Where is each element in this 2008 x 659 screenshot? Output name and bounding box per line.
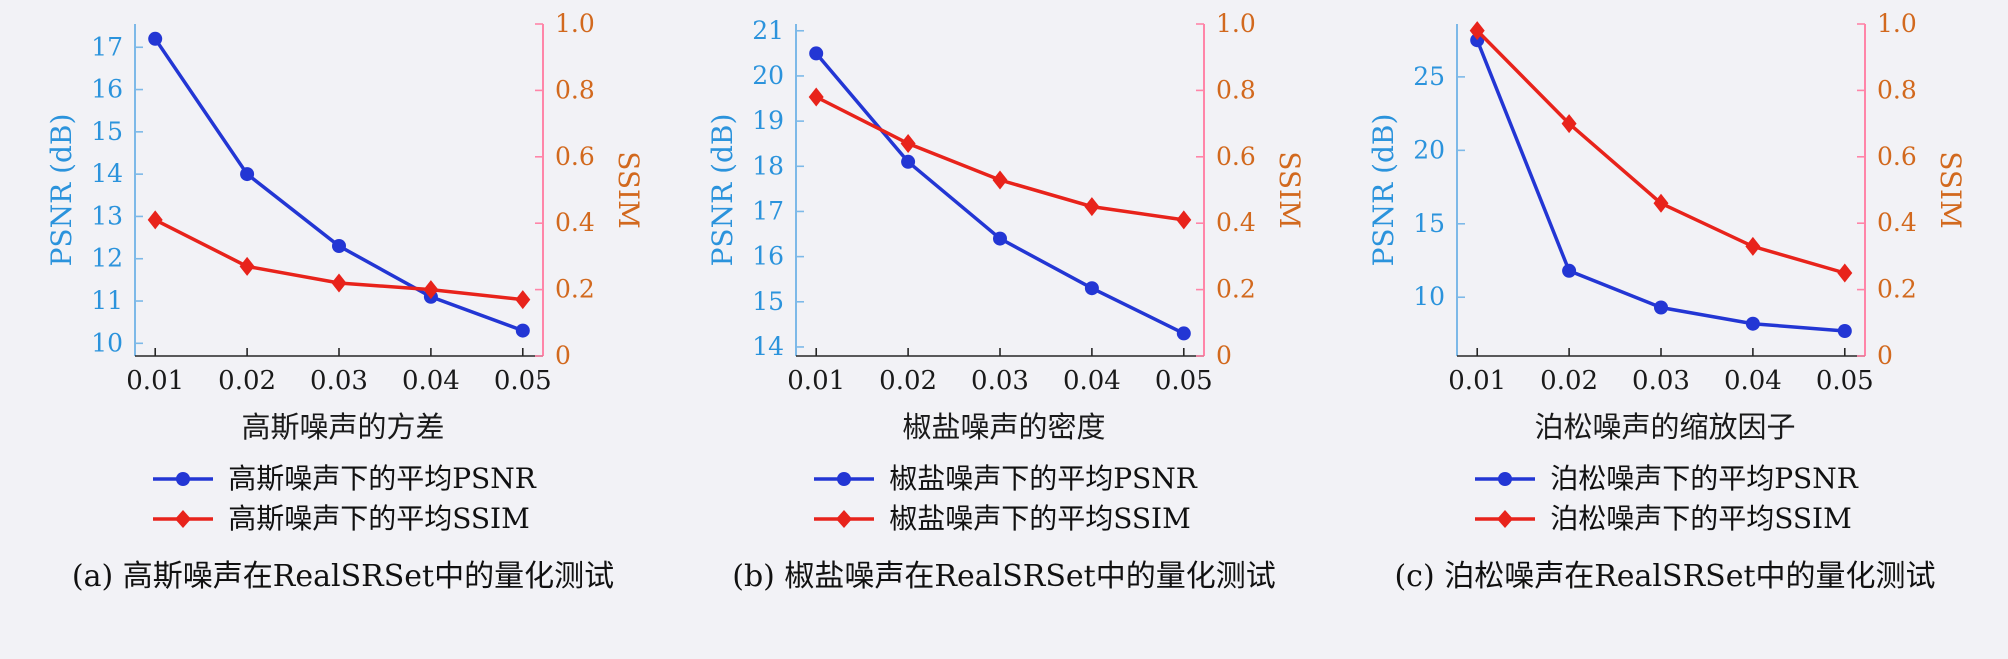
svg-text:0.02: 0.02 <box>218 366 276 396</box>
legend-item-ssim: 泊松噪声下的平均SSIM <box>1472 501 1852 535</box>
svg-text:0.8: 0.8 <box>1877 75 1917 104</box>
legend-label-ssim: 泊松噪声下的平均SSIM <box>1550 501 1852 535</box>
svg-text:0: 0 <box>1216 341 1232 370</box>
svg-text:0.03: 0.03 <box>1632 366 1690 396</box>
legend-label-ssim: 高斯噪声下的平均SSIM <box>228 501 530 535</box>
svg-text:10: 10 <box>91 328 123 357</box>
svg-text:0.6: 0.6 <box>1877 142 1917 171</box>
legend-label-psnr: 高斯噪声下的平均PSNR <box>228 462 536 495</box>
ssim-line-marker-icon <box>1475 510 1536 529</box>
svg-text:1.0: 1.0 <box>555 9 595 38</box>
svg-text:17: 17 <box>752 196 784 225</box>
svg-text:0.02: 0.02 <box>1540 366 1598 396</box>
ssim-line-marker-icon <box>153 510 214 529</box>
svg-text:18: 18 <box>752 151 784 180</box>
x-axis-label: 高斯噪声的方差 <box>241 410 445 444</box>
svg-text:17: 17 <box>91 32 123 61</box>
svg-text:0.01: 0.01 <box>1448 366 1506 396</box>
svg-text:0.2: 0.2 <box>1877 275 1917 304</box>
x-axis-label: 椒盐噪声的密度 <box>902 410 1106 444</box>
svg-text:PSNR (dB): PSNR (dB) <box>1367 114 1400 267</box>
svg-text:0.01: 0.01 <box>126 366 184 396</box>
svg-text:12: 12 <box>91 244 123 273</box>
legend-item-ssim: 椒盐噪声下的平均SSIM <box>811 501 1191 535</box>
svg-text:0.4: 0.4 <box>1216 208 1256 237</box>
legend: 椒盐噪声下的平均PSNR 椒盐噪声下的平均SSIM <box>811 462 1197 535</box>
svg-text:SSIM: SSIM <box>1273 151 1304 229</box>
svg-text:0.2: 0.2 <box>1216 275 1256 304</box>
svg-text:0.02: 0.02 <box>879 366 937 396</box>
ssim-line-marker-icon <box>814 510 875 529</box>
subfigure-caption: (a) 高斯噪声在RealSRSet中的量化测试 <box>71 558 615 594</box>
legend-label-ssim: 椒盐噪声下的平均SSIM <box>889 501 1191 535</box>
x-axis-label: 泊松噪声的缩放因子 <box>1534 410 1796 444</box>
svg-text:21: 21 <box>752 16 784 45</box>
legend-label-psnr: 椒盐噪声下的平均PSNR <box>889 462 1197 495</box>
svg-text:0.6: 0.6 <box>555 142 595 171</box>
psnr-line-marker-icon <box>814 472 875 487</box>
panel-poisson: 10 15 20 25 0 0.2 0.4 0.6 0.8 1.0 0.01 0.02 0.03 0.04… <box>1340 8 1990 595</box>
legend-item-psnr: 泊松噪声下的平均PSNR <box>1472 462 1858 495</box>
legend: 泊松噪声下的平均PSNR 泊松噪声下的平均SSIM <box>1472 462 1858 535</box>
svg-text:20: 20 <box>752 61 784 90</box>
svg-text:SSIM: SSIM <box>1934 151 1965 229</box>
svg-text:11: 11 <box>91 286 123 315</box>
legend: 高斯噪声下的平均PSNR 高斯噪声下的平均SSIM <box>150 462 536 535</box>
svg-text:20: 20 <box>1413 135 1445 164</box>
svg-text:0.4: 0.4 <box>1877 208 1917 237</box>
figure-row: 10 11 12 13 14 15 16 17 0 0.2 0.4 0.6 0.8 1.0 0.01 0.02… <box>18 8 1990 595</box>
panel-salt-pepper: 14 15 16 17 18 19 20 21 0 0.2 0.4 0.6 0.8 1.0 0.01 0.02… <box>679 8 1329 595</box>
svg-text:0.03: 0.03 <box>971 366 1029 396</box>
chart-gaussian-canvas: 10 11 12 13 14 15 16 17 0 0.2 0.4 0.6 0.8 1.0 0.01 0.02… <box>45 9 643 396</box>
svg-text:16: 16 <box>752 242 784 271</box>
svg-text:0.8: 0.8 <box>1216 75 1256 104</box>
svg-text:16: 16 <box>91 75 123 104</box>
svg-text:0.05: 0.05 <box>494 366 552 396</box>
svg-text:PSNR (dB): PSNR (dB) <box>45 114 78 267</box>
chart-salt-pepper-canvas: 14 15 16 17 18 19 20 21 0 0.2 0.4 0.6 0.8 1.0 0.01 0.02… <box>706 9 1304 396</box>
svg-text:0.05: 0.05 <box>1816 366 1874 396</box>
svg-text:13: 13 <box>91 201 123 230</box>
svg-text:0.8: 0.8 <box>555 75 595 104</box>
svg-text:0.6: 0.6 <box>1216 142 1256 171</box>
svg-text:14: 14 <box>91 159 123 188</box>
svg-text:0.04: 0.04 <box>1724 366 1782 396</box>
chart-poisson-canvas: 10 15 20 25 0 0.2 0.4 0.6 0.8 1.0 0.01 0.02 0.03 0.04… <box>1367 9 1965 396</box>
svg-text:25: 25 <box>1413 62 1445 91</box>
svg-text:0.03: 0.03 <box>310 366 368 396</box>
svg-text:15: 15 <box>91 117 123 146</box>
svg-text:15: 15 <box>752 287 784 316</box>
legend-item-psnr: 高斯噪声下的平均PSNR <box>150 462 536 495</box>
legend-label-psnr: 泊松噪声下的平均PSNR <box>1550 462 1858 495</box>
svg-text:1.0: 1.0 <box>1877 9 1917 38</box>
svg-text:1.0: 1.0 <box>1216 9 1256 38</box>
svg-text:0.4: 0.4 <box>555 208 595 237</box>
subfigure-caption: (b) 椒盐噪声在RealSRSet中的量化测试 <box>732 558 1276 594</box>
psnr-line-marker-icon <box>1475 472 1536 487</box>
svg-text:0: 0 <box>1877 341 1893 370</box>
legend-item-ssim: 高斯噪声下的平均SSIM <box>150 501 530 535</box>
svg-text:0.01: 0.01 <box>787 366 845 396</box>
svg-text:0.04: 0.04 <box>402 366 460 396</box>
svg-text:15: 15 <box>1413 209 1445 238</box>
svg-text:PSNR (dB): PSNR (dB) <box>706 114 739 267</box>
svg-text:0.05: 0.05 <box>1155 366 1213 396</box>
svg-text:0.04: 0.04 <box>1063 366 1121 396</box>
svg-text:0: 0 <box>555 341 571 370</box>
subfigure-caption: (c) 泊松噪声在RealSRSet中的量化测试 <box>1394 558 1936 594</box>
svg-text:14: 14 <box>752 332 784 361</box>
svg-text:19: 19 <box>752 106 784 135</box>
panel-gaussian: 10 11 12 13 14 15 16 17 0 0.2 0.4 0.6 0.8 1.0 0.01 0.02… <box>18 8 668 595</box>
svg-text:10: 10 <box>1413 282 1445 311</box>
svg-text:SSIM: SSIM <box>612 151 643 229</box>
legend-item-psnr: 椒盐噪声下的平均PSNR <box>811 462 1197 495</box>
svg-text:0.2: 0.2 <box>555 275 595 304</box>
psnr-line-marker-icon <box>153 472 214 487</box>
